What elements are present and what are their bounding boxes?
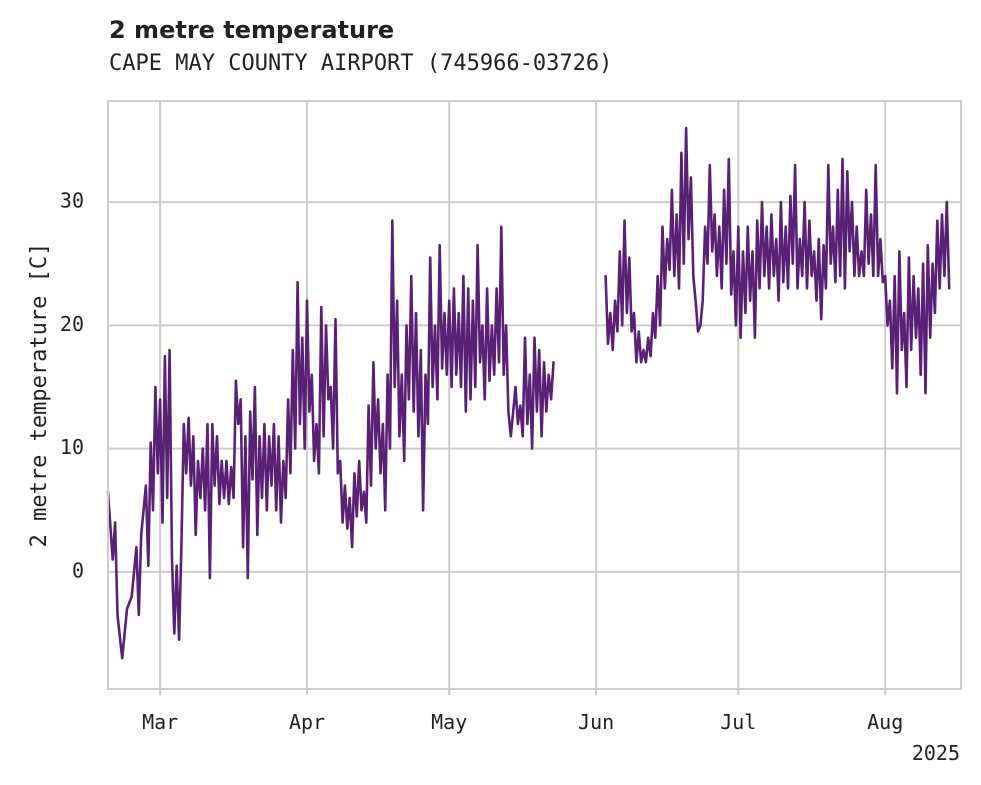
- x-tick-label: Jun: [578, 710, 614, 734]
- x-tick-label: Aug: [867, 710, 903, 734]
- tick-layer: 0 10 20 30 Mar Apr May Jun Jul Aug: [60, 189, 903, 734]
- chart-subtitle: CAPE MAY COUNTY AIRPORT (745966-03726): [109, 51, 613, 76]
- y-tick-label: 10: [60, 435, 84, 459]
- x-tick-label: Mar: [142, 710, 178, 734]
- y-tick-label: 20: [60, 312, 84, 336]
- x-tick-label: May: [431, 710, 467, 734]
- y-tick-label: 0: [72, 558, 84, 582]
- year-label: 2025: [912, 741, 960, 765]
- y-tick-label: 30: [60, 189, 84, 213]
- temperature-line-segment-1: [106, 219, 555, 660]
- plot-frame: [107, 100, 962, 690]
- temperature-line-segment-2: [604, 126, 951, 395]
- grid-layer: [108, 101, 961, 695]
- x-tick-label: Apr: [289, 710, 325, 734]
- x-tick-label: Jul: [720, 710, 756, 734]
- chart-title: 2 metre temperature: [109, 16, 395, 44]
- y-axis-label: 2 metre temperature [C]: [27, 243, 52, 548]
- series-layer: [106, 126, 951, 660]
